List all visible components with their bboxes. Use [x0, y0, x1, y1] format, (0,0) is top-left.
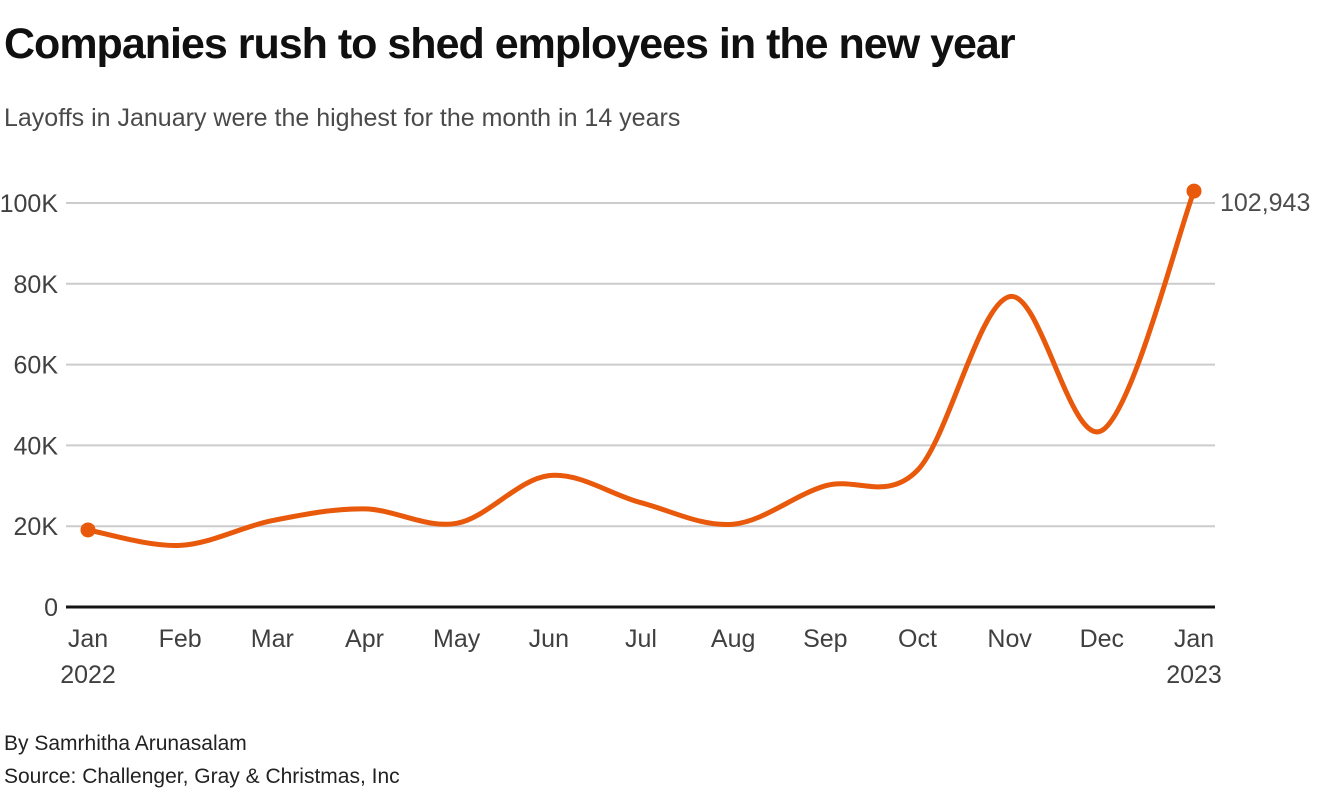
x-tick-year-label: 2023 — [1166, 661, 1222, 689]
x-tick-label: Apr — [345, 625, 384, 653]
byline: By Samrhitha Arunasalam — [4, 732, 247, 755]
y-tick-label: 80K — [14, 271, 59, 299]
y-tick-label: 20K — [14, 513, 59, 541]
end-point-value-label: 102,943 — [1220, 189, 1310, 217]
layoffs-series-line — [85, 188, 1197, 548]
x-tick-year-label: 2022 — [60, 661, 116, 689]
end-point-marker — [1186, 183, 1202, 199]
x-tick-label: Mar — [251, 625, 294, 653]
start-point-marker — [80, 522, 96, 538]
x-tick-label: Jul — [625, 625, 657, 653]
x-tick-label: Dec — [1080, 625, 1124, 653]
x-tick-label: Sep — [803, 625, 847, 653]
x-tick-label: Aug — [711, 625, 755, 653]
y-tick-label: 100K — [0, 190, 58, 218]
x-tick-label: Jan — [1174, 625, 1214, 653]
chart-subtitle: Layoffs in January were the highest for … — [4, 104, 681, 132]
chart-title: Companies rush to shed employees in the … — [4, 20, 1016, 68]
x-tick-label: Feb — [159, 625, 202, 653]
y-tick-label: 40K — [14, 432, 59, 460]
source-credit: Source: Challenger, Gray & Christmas, In… — [4, 765, 400, 788]
x-tick-label: Jun — [529, 625, 569, 653]
x-tick-label: Jan — [68, 625, 108, 653]
x-tick-label: Oct — [898, 625, 937, 653]
y-tick-label: 60K — [14, 352, 59, 380]
x-tick-label: Nov — [987, 625, 1032, 653]
y-tick-label: 0 — [44, 594, 58, 622]
x-tick-label: May — [433, 625, 481, 653]
